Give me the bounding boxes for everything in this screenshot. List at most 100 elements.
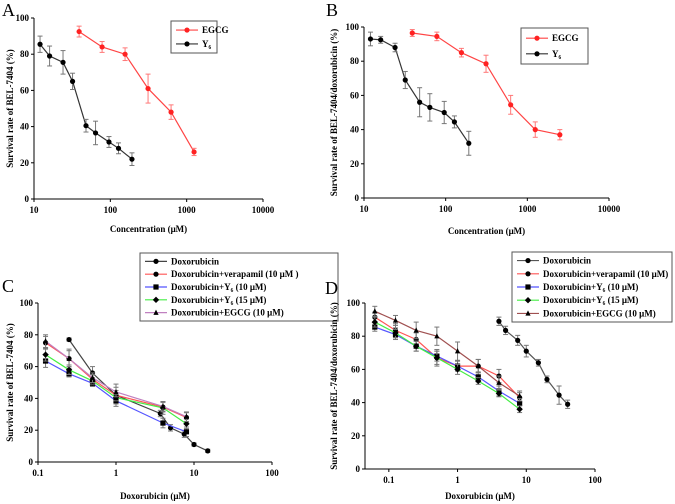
series-4 [42,334,190,422]
legend-label: Y₆ [552,49,561,59]
series-0 [76,25,197,157]
data-point [434,333,440,339]
legend: Doxorubicin Doxorubicin+verapamil (10 μM)… [511,251,673,323]
y-tick-label: 0 [25,194,30,204]
data-point [517,392,523,399]
legend-label: EGCG [202,25,229,35]
data-point [496,318,502,324]
data-point [106,139,112,145]
data-point [112,394,120,401]
x-tick-label: 10000 [598,204,621,214]
data-point [99,44,105,50]
legend-label: Doxorubicin [171,256,219,266]
legend-label: Doxorubicin+Y₆ (15 μM) [543,295,638,305]
series-4 [372,305,523,402]
data-point [42,338,49,344]
series-0 [496,316,571,409]
data-point [466,140,472,146]
data-point [523,348,529,354]
data-point [392,317,399,323]
y-axis-label: Survival rate of BEL-7404 (%) [5,323,15,442]
data-point [191,149,197,155]
x-tick-label: 10 [190,468,200,478]
data-point [205,448,211,454]
legend-box [520,27,589,65]
x-tick-label: 10 [522,475,532,485]
data-point [83,123,89,129]
data-point [76,28,82,35]
x-tick-label: 100 [265,468,279,478]
data-point [168,109,174,115]
legend-label: Doxorubicin+verapamil (10 μM ) [171,269,298,279]
x-tick-label: 0.1 [383,475,395,485]
x-tick-label: 1 [114,468,119,478]
x-tick-label: 10000 [252,205,275,215]
y-tick-label: 80 [24,330,34,340]
y-tick-label: 60 [24,362,34,372]
legend-marker [184,27,190,33]
data-point [92,130,99,136]
x-tick-label: 0.1 [32,468,44,478]
legend-marker [153,271,159,277]
data-point [516,406,523,413]
data-point [433,354,441,361]
data-point [454,348,461,354]
legend-marker [184,41,190,47]
x-tick-label: 1000 [518,204,537,214]
data-point [183,420,190,428]
y-tick-label: 40 [350,125,360,135]
legend-marker [153,309,159,315]
x-tick-label: 100 [588,475,602,485]
legend-marker [152,296,160,304]
series-1 [367,31,472,156]
legend-label: Doxorubicin [543,256,591,266]
panel-letter: C [2,276,14,296]
data-point [129,156,135,162]
data-point [122,51,128,57]
series-0 [66,336,211,454]
panel-d: D 0 20 40 60 80 100 0.1 1 10 100 Doxorubicin (μM) Su… [325,251,673,501]
series-3 [42,347,190,430]
data-point [392,329,399,337]
data-point [378,37,384,43]
data-point [89,374,96,380]
data-point [454,366,461,373]
x-axis-label: Doxorubicin (μM) [445,491,515,501]
legend-marker [153,284,159,290]
legend-label: Doxorubicin+Y₆ (10 μM) [171,282,266,292]
series-1 [37,35,135,167]
panel-letter: A [2,0,15,20]
data-point [183,413,190,419]
y-tick-label: 20 [20,158,30,168]
series-3 [371,316,523,414]
legend-label: Doxorubicin+EGCG (10 μM) [543,308,656,318]
data-point [372,308,378,314]
series-line [39,43,133,160]
x-axis-label: Doxorubicin (μM) [120,491,190,501]
series-line [45,360,187,433]
y-tick-label: 100 [20,298,34,308]
data-point [427,104,433,110]
data-point [115,145,122,151]
legend-label: EGCG [552,33,579,43]
y-tick-label: 100 [346,22,360,32]
data-point [46,53,53,59]
series-0 [409,29,563,141]
series-line [45,354,187,425]
y-tick-label: 80 [350,56,360,66]
data-point [145,85,151,92]
data-point [371,318,379,326]
series-line [374,310,520,397]
data-point [66,355,72,361]
legend-label: Y₆ [202,39,211,49]
series-line [78,31,195,153]
data-point [113,389,119,395]
data-point [66,336,72,343]
series-line [498,320,569,405]
data-point [60,59,66,65]
data-point [565,401,571,407]
y-tick-label: 80 [351,331,361,341]
legend: Doxorubicin Doxorubicin+verapamil (10 μM … [139,252,339,322]
y-axis-label: Survival rate of BEL-7404/doxorubicin (%… [329,302,339,470]
